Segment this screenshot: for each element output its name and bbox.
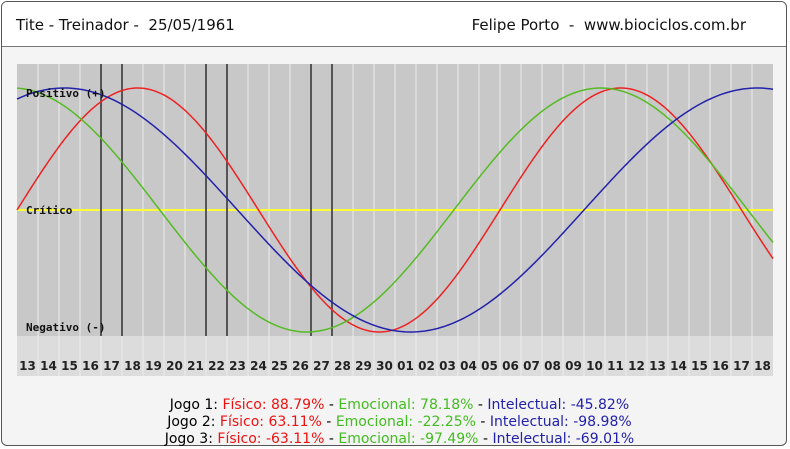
x-tick-label: 21 xyxy=(187,359,204,373)
separator: - xyxy=(324,397,339,413)
x-tick-label: 13 xyxy=(649,359,666,373)
x-tick-label: 05 xyxy=(481,359,498,373)
x-tick-label: 07 xyxy=(523,359,540,373)
x-tick-label: 23 xyxy=(229,359,246,373)
emotional-value: Emocional: -22.25% xyxy=(335,414,476,430)
x-tick-label: 22 xyxy=(208,359,225,373)
negative-label: Negativo (-) xyxy=(26,321,105,334)
x-tick-label: 04 xyxy=(460,359,477,373)
x-tick-label: 19 xyxy=(145,359,162,373)
x-tick-label: 20 xyxy=(166,359,183,373)
x-tick-label: 24 xyxy=(250,359,267,373)
x-tick-label: 16 xyxy=(712,359,729,373)
x-tick-label: 02 xyxy=(418,359,435,373)
x-tick-label: 03 xyxy=(439,359,456,373)
x-tick-label: 14 xyxy=(670,359,687,373)
x-tick-label: 14 xyxy=(40,359,57,373)
x-tick-label: 12 xyxy=(628,359,645,373)
x-tick-label: 30 xyxy=(376,359,393,373)
x-tick-label: 27 xyxy=(313,359,330,373)
x-tick-label: 08 xyxy=(544,359,561,373)
x-tick-label: 15 xyxy=(61,359,78,373)
x-tick-label: 06 xyxy=(502,359,519,373)
game-summary-2: Jogo 2: Físico: 63.11% - Emocional: -22.… xyxy=(0,398,790,430)
emotional-value: Emocional: -97.49% xyxy=(338,431,479,447)
x-tick-label: 18 xyxy=(124,359,141,373)
x-tick-label: 29 xyxy=(355,359,372,373)
separator: - xyxy=(478,431,493,447)
x-tick-label: 15 xyxy=(691,359,708,373)
separator: - xyxy=(473,397,488,413)
game-label: Jogo 3: xyxy=(164,431,213,447)
x-tick-label: 25 xyxy=(271,359,288,373)
x-tick-label: 17 xyxy=(733,359,750,373)
x-tick-label: 28 xyxy=(334,359,351,373)
game-label: Jogo 1: xyxy=(169,397,218,413)
physical-value: Físico: -63.11% xyxy=(217,431,325,447)
x-tick-label: 13 xyxy=(19,359,36,373)
x-tick-label: 01 xyxy=(397,359,414,373)
physical-value: Físico: 63.11% xyxy=(219,414,322,430)
x-tick-label: 26 xyxy=(292,359,309,373)
series-line-intelectual xyxy=(16,87,774,333)
x-tick-label: 10 xyxy=(586,359,603,373)
critical-label: Crítico xyxy=(26,204,73,217)
intellectual-value: Intelectual: -45.82% xyxy=(487,397,630,413)
intellectual-value: Intelectual: -98.98% xyxy=(489,414,632,430)
emotional-value: Emocional: 78.18% xyxy=(338,397,474,413)
intellectual-value: Intelectual: -69.01% xyxy=(492,431,635,447)
x-tick-label: 18 xyxy=(754,359,771,373)
series-line-emocional xyxy=(16,87,774,333)
x-tick-label: 09 xyxy=(565,359,582,373)
positive-label: Positivo (+) xyxy=(26,87,105,100)
header-title: Tite - Treinador - 25/05/1961 xyxy=(16,16,235,34)
separator: - xyxy=(324,431,339,447)
x-tick-label: 11 xyxy=(607,359,624,373)
x-tick-label: 17 xyxy=(103,359,120,373)
game-label: Jogo 2: xyxy=(167,414,216,430)
header-bar: Tite - Treinador - 25/05/1961 Felipe Por… xyxy=(2,2,786,47)
series-line-fsico xyxy=(16,87,774,333)
header-credit: Felipe Porto - www.biociclos.com.br xyxy=(471,16,746,34)
game-summary-1: Jogo 1: Físico: 88.79% - Emocional: 78.1… xyxy=(0,381,790,413)
game-summary-3: Jogo 3: Físico: -63.11% - Emocional: -97… xyxy=(0,415,790,447)
separator: - xyxy=(475,414,490,430)
separator: - xyxy=(321,414,336,430)
x-tick-label: 16 xyxy=(82,359,99,373)
physical-value: Físico: 88.79% xyxy=(222,397,325,413)
